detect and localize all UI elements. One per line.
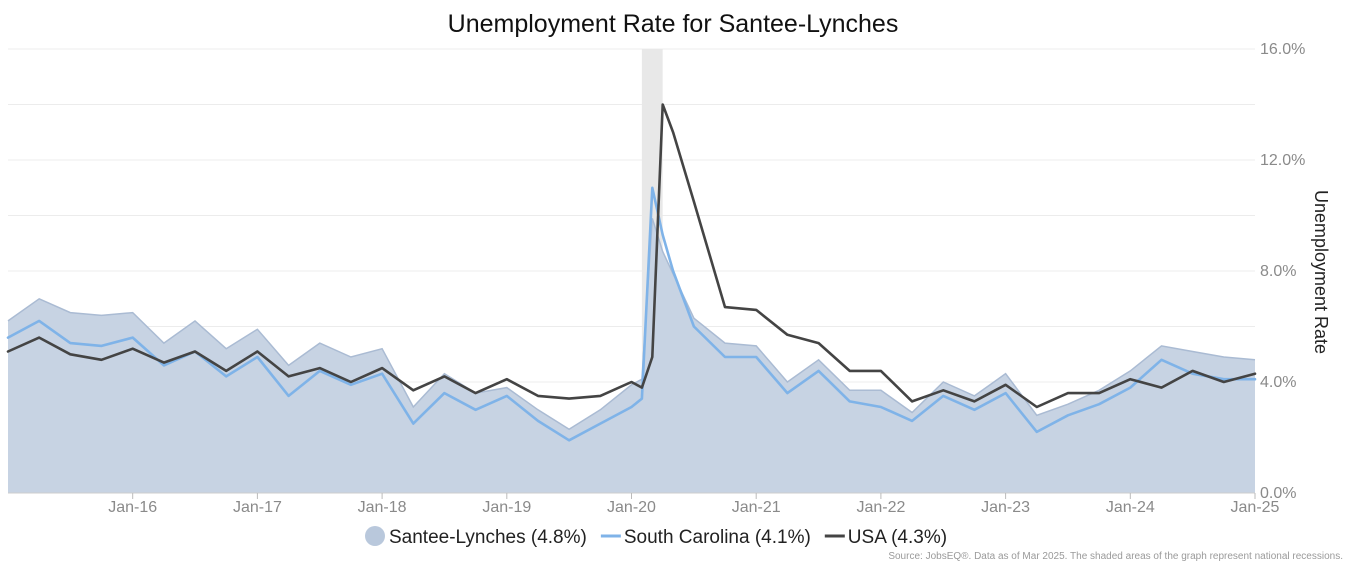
y-axis-title: Unemployment Rate	[1311, 190, 1331, 354]
series-line-south-carolina	[6, 186, 1257, 442]
y-tick-label: 16.0%	[1260, 41, 1305, 58]
x-tick-label: Jan-18	[358, 499, 407, 516]
x-tick-label: Jan-16	[108, 499, 157, 516]
x-axis-ticks: Jan-16 Jan-17 Jan-18 Jan-19 Jan-20 Jan-21 Jan-…	[108, 493, 1280, 516]
legend-label-santee-lynches: Santee-Lynches (4.8%)	[389, 527, 587, 548]
x-tick-label: Jan-20	[607, 499, 656, 516]
source-note: Source: JobsEQ®. Data as of Mar 2025. Th…	[888, 551, 1343, 562]
y-tick-label: 0.0%	[1260, 485, 1296, 502]
x-tick-label: Jan-23	[981, 499, 1030, 516]
x-tick-label: Jan-24	[1106, 499, 1155, 516]
x-tick-label: Jan-21	[732, 499, 781, 516]
y-tick-label: 4.0%	[1260, 374, 1296, 391]
x-tick-label: Jan-22	[856, 499, 905, 516]
legend-swatch-santee-lynches	[365, 526, 385, 546]
y-tick-label: 8.0%	[1260, 263, 1296, 280]
legend-label-south-carolina: South Carolina (4.1%)	[624, 527, 811, 548]
y-tick-label: 12.0%	[1260, 152, 1305, 169]
series-area-santee-lynches	[8, 218, 1255, 494]
x-tick-label: Jan-25	[1231, 499, 1280, 516]
series-line-usa	[6, 103, 1257, 409]
chart-title: Unemployment Rate for Santee-Lynches	[448, 10, 899, 38]
legend: Santee-Lynches (4.8%) South Carolina (4.1…	[365, 526, 947, 548]
y-axis-ticks: 0.0% 4.0% 8.0% 12.0% 16.0%	[1260, 41, 1305, 502]
x-tick-label: Jan-17	[233, 499, 282, 516]
series-layer	[6, 103, 1257, 494]
legend-label-usa: USA (4.3%)	[848, 527, 947, 548]
x-tick-label: Jan-19	[482, 499, 531, 516]
